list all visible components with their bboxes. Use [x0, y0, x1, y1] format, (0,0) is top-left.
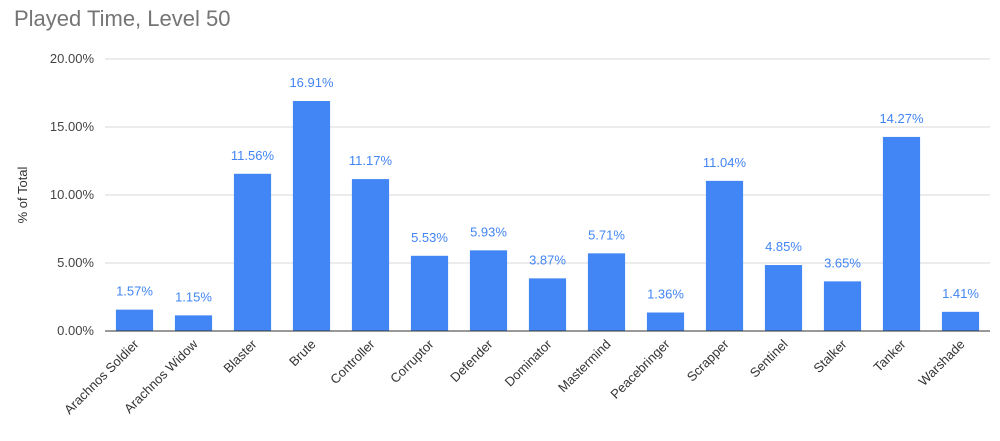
category-label: Controller [327, 336, 378, 387]
data-label: 5.71% [588, 227, 625, 242]
bar [115, 309, 154, 331]
category-label: Scrapper [684, 336, 732, 384]
bar [410, 255, 449, 331]
data-label: 11.56% [231, 148, 275, 163]
bar [233, 173, 272, 331]
bar [646, 312, 685, 331]
category-label: Corruptor [387, 336, 437, 386]
category-label: Defender [447, 336, 496, 385]
category-label: Stalker [810, 336, 850, 376]
data-label: 1.36% [647, 287, 684, 302]
bar [705, 180, 744, 331]
bar [882, 136, 921, 331]
data-label: 1.41% [942, 286, 979, 301]
y-tick-label: 0.00% [57, 323, 94, 338]
category-label: Sentinel [747, 336, 791, 380]
data-label: 1.15% [175, 289, 212, 304]
data-label: 4.85% [765, 239, 802, 254]
category-label: Tanker [870, 336, 909, 375]
chart-title: Played Time, Level 50 [14, 6, 231, 31]
bar [764, 265, 803, 331]
bar [469, 250, 508, 331]
y-tick-label: 5.00% [57, 255, 94, 270]
category-label: Warshade [915, 337, 967, 389]
category-label: Peacebringer [607, 336, 673, 402]
category-label: Dominator [502, 336, 555, 389]
bar [351, 179, 390, 331]
y-tick-label: 15.00% [50, 119, 95, 134]
bar [587, 253, 626, 331]
data-label: 3.65% [824, 255, 861, 270]
bar [941, 311, 980, 331]
data-label: 14.27% [879, 111, 924, 126]
data-label: 5.53% [411, 230, 448, 245]
category-label: Mastermind [555, 337, 614, 396]
category-label: Blaster [220, 336, 260, 376]
bar [174, 315, 213, 331]
data-label: 16.91% [289, 75, 334, 90]
y-tick-label: 10.00% [50, 187, 95, 202]
data-label: 5.93% [470, 224, 507, 239]
bar [823, 281, 862, 331]
data-label: 3.87% [529, 252, 566, 267]
data-label: 11.04% [703, 155, 747, 170]
y-axis-label: % of Total [15, 166, 30, 223]
bar [292, 101, 331, 331]
data-label: 1.57% [116, 284, 153, 299]
category-label: Brute [286, 337, 319, 370]
y-tick-label: 20.00% [50, 51, 95, 66]
bar [528, 278, 567, 331]
data-label: 11.17% [349, 153, 393, 168]
